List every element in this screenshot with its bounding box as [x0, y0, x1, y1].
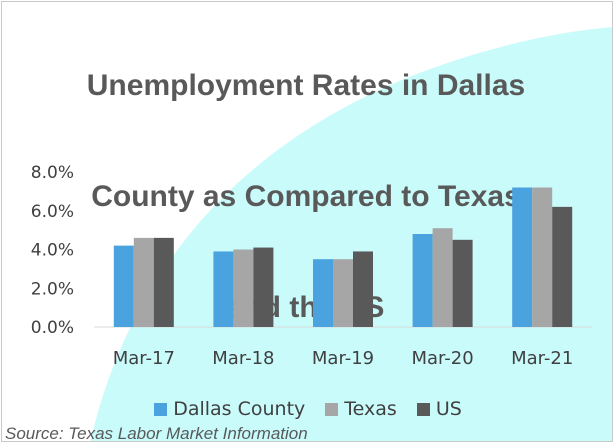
legend-item-texas: Texas: [325, 398, 397, 420]
bar-texas-mar-21: [532, 187, 553, 327]
title-line-2: County as Compared to Texas: [91, 180, 521, 213]
bar-dallas-county-mar-19: [313, 259, 333, 327]
legend-label-dallas: Dallas County: [173, 398, 306, 420]
x-tick-label: Mar-19: [312, 348, 374, 369]
legend-item-us: US: [416, 398, 462, 420]
source-note: Source: Texas Labor Market Information: [5, 424, 308, 443]
background-curve: [90, 27, 612, 441]
title-line-1: Unemployment Rates in Dallas: [86, 69, 526, 102]
bar-texas-mar-17: [133, 237, 154, 327]
legend-label-texas: Texas: [344, 398, 397, 420]
bar-dallas-county-mar-18: [213, 251, 234, 327]
x-tick-label: Mar-18: [212, 348, 274, 369]
x-tick-label: Mar-20: [411, 348, 473, 369]
bar-us-mar-21: [552, 206, 573, 327]
legend-swatch-us: [416, 402, 430, 416]
x-tick-label: Mar-17: [113, 348, 175, 369]
y-tick-label: 8.0%: [31, 163, 74, 183]
legend-swatch-dallas: [154, 402, 168, 416]
bar-dallas-county-mar-17: [113, 245, 134, 327]
bar-us-mar-17: [153, 237, 174, 327]
bar-dallas-county-mar-21: [512, 187, 533, 327]
legend: Dallas County Texas US: [0, 398, 616, 420]
y-tick-label: 6.0%: [31, 202, 74, 222]
bar-us-mar-18: [253, 247, 274, 327]
bar-dallas-county-mar-20: [412, 234, 433, 327]
y-tick-label: 0.0%: [31, 318, 74, 338]
legend-label-us: US: [435, 398, 462, 420]
y-tick-label: 2.0%: [31, 279, 74, 299]
bar-texas-mar-19: [333, 259, 353, 327]
y-tick-label: 4.0%: [31, 241, 74, 261]
x-tick-label: Mar-21: [511, 348, 573, 369]
bar-us-mar-19: [353, 251, 373, 327]
legend-swatch-texas: [325, 402, 339, 416]
bar-us-mar-20: [452, 239, 473, 327]
bar-texas-mar-18: [233, 249, 254, 327]
legend-item-dallas: Dallas County: [154, 398, 305, 420]
bar-texas-mar-20: [432, 228, 453, 327]
